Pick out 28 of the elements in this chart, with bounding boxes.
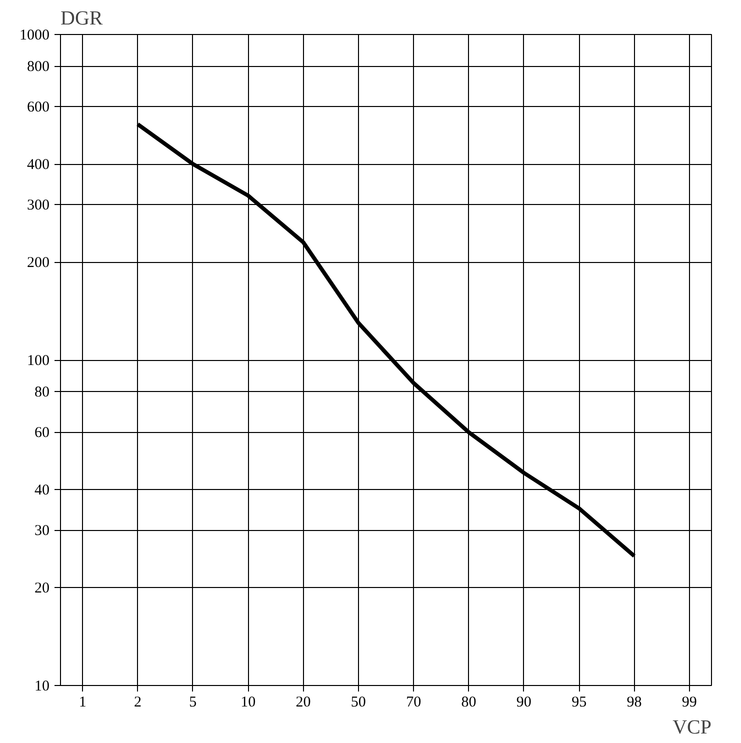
y-tick-label: 400: [27, 157, 50, 174]
x-tick-label: 20: [296, 694, 311, 710]
x-axis-title: VCP: [672, 716, 712, 738]
x-tick-label: 10: [240, 694, 256, 710]
y-tick-label: 10: [34, 678, 50, 694]
y-tick-label: 300: [27, 198, 50, 214]
x-tick-label: 5: [189, 694, 197, 710]
y-tick-label: 20: [34, 580, 50, 597]
line-series: [136, 122, 636, 558]
x-tick-label: 98: [626, 694, 642, 710]
y-tick-label: 200: [27, 255, 50, 272]
x-tick-label: 80: [461, 694, 476, 710]
y-tick-label: 30: [34, 523, 50, 540]
y-tick-label: 60: [34, 425, 50, 442]
x-tick-label: 1: [78, 694, 86, 710]
y-tick-label: 80: [34, 384, 50, 401]
x-tick-label: 2: [134, 694, 142, 710]
y-tick-label: 40: [34, 482, 50, 499]
x-tick-label: 50: [350, 694, 366, 710]
y-tick-label: 600: [27, 100, 50, 116]
y-tick-label: 1000: [20, 28, 50, 44]
y-axis-title: DGR: [60, 8, 104, 30]
y-tick-label: 100: [27, 353, 50, 369]
x-tick-label: 95: [572, 694, 587, 710]
y-tick-label: 800: [27, 59, 50, 76]
x-tick-label: 70: [406, 694, 422, 710]
x-tick-label: 99: [682, 694, 697, 710]
x-tick-label: 90: [516, 694, 532, 710]
